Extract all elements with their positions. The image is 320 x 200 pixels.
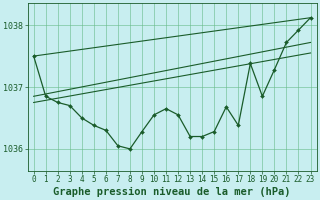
X-axis label: Graphe pression niveau de la mer (hPa): Graphe pression niveau de la mer (hPa) — [53, 186, 291, 197]
